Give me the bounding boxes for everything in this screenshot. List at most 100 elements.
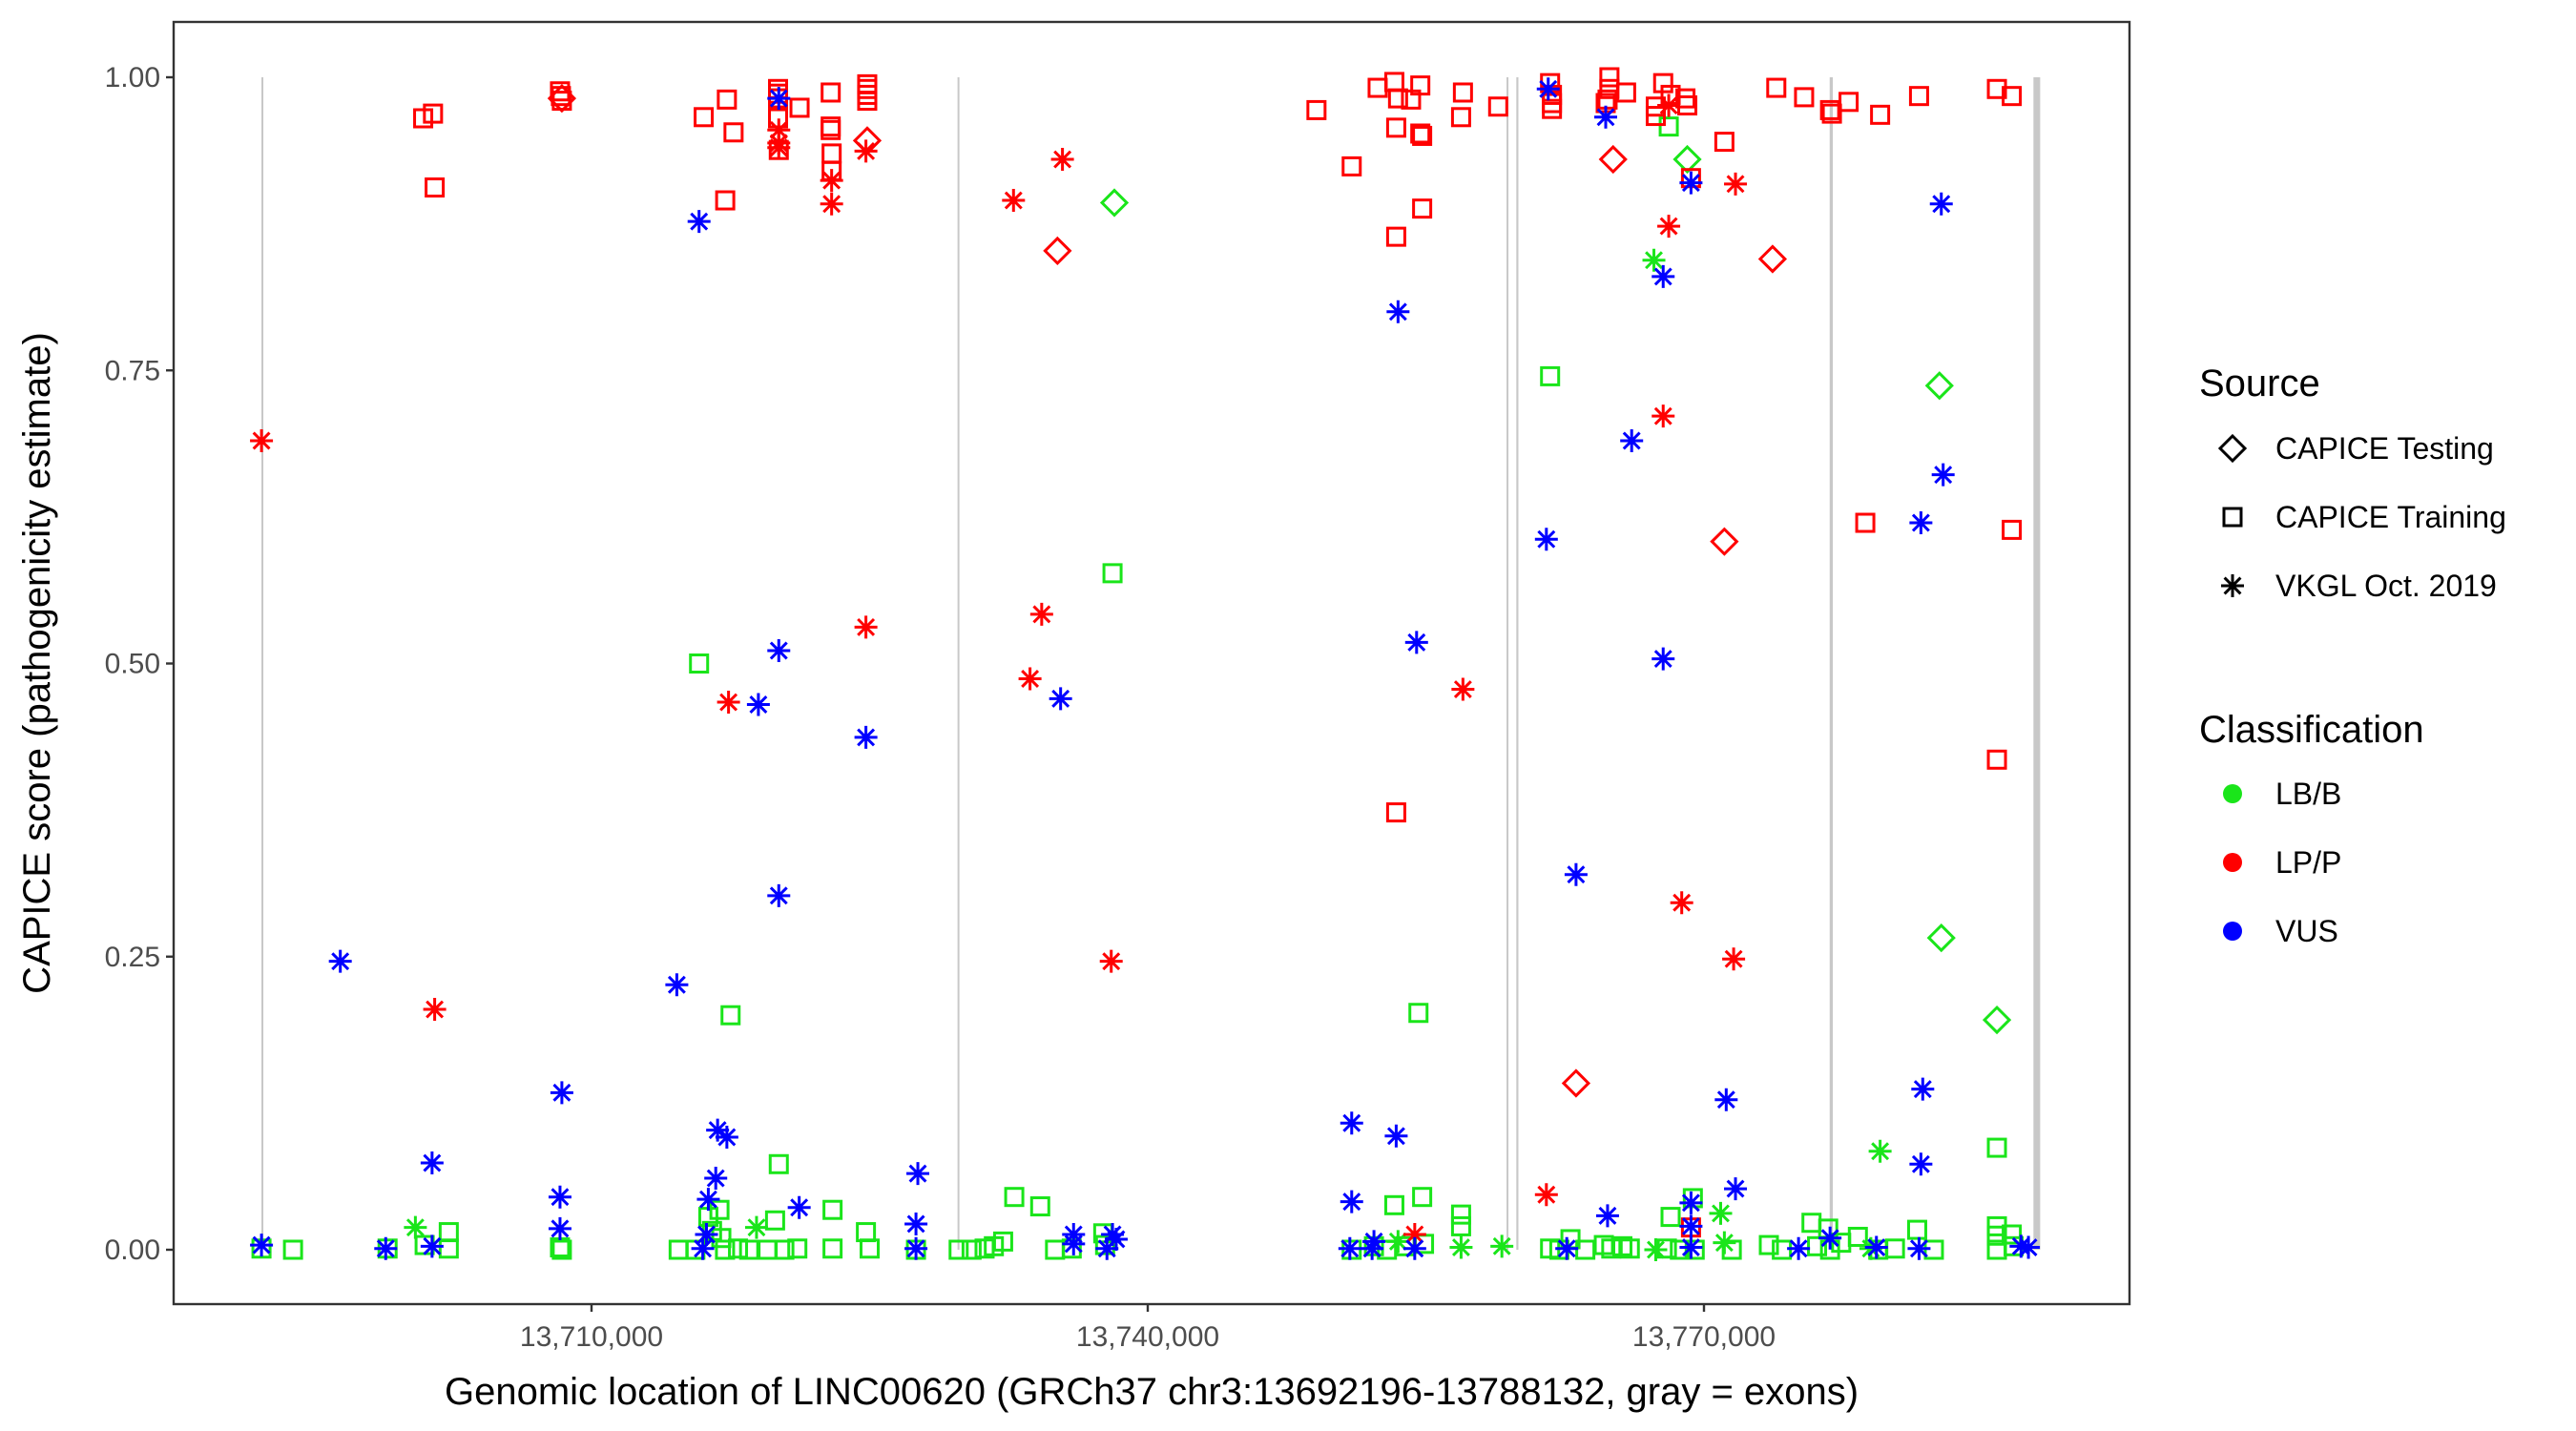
- data-point-asterisk-marker: [1709, 1201, 1733, 1225]
- data-point-asterisk-marker: [1652, 404, 1675, 428]
- data-point-asterisk-marker: [1101, 1223, 1125, 1247]
- legend-color-dot-icon: [2223, 922, 2242, 941]
- data-point-asterisk-marker: [904, 1236, 928, 1260]
- data-point-asterisk-marker: [1049, 687, 1072, 711]
- data-point-asterisk-marker: [1534, 528, 1558, 551]
- data-point-square-marker: [1004, 1187, 1025, 1208]
- data-point-asterisk-marker: [1642, 248, 1666, 272]
- data-point-asterisk-marker: [550, 1081, 573, 1105]
- data-point-asterisk-marker: [374, 1236, 398, 1260]
- data-point-asterisk-marker: [1555, 1236, 1579, 1260]
- data-point-asterisk-marker: [1449, 1235, 1473, 1259]
- data-point-asterisk-marker: [420, 1234, 444, 1258]
- y-tick-label: 0.25: [105, 942, 160, 973]
- data-point-square-marker: [1855, 512, 1876, 533]
- data-point-square-marker: [1412, 1187, 1433, 1208]
- y-tick-label: 0.50: [105, 649, 160, 680]
- data-point-square-marker: [992, 1231, 1013, 1252]
- data-point-asterisk-marker: [1679, 1235, 1703, 1259]
- data-point-asterisk-marker: [548, 1185, 571, 1209]
- data-point-asterisk-marker: [250, 428, 274, 452]
- data-point-asterisk-marker: [715, 1126, 738, 1150]
- data-point-square-marker: [1721, 1239, 1742, 1260]
- data-point-asterisk-marker: [1657, 215, 1681, 238]
- data-point-asterisk-marker: [854, 725, 878, 749]
- data-point-square-marker: [551, 1239, 572, 1260]
- data-point-square-marker: [1807, 1235, 1828, 1256]
- y-axis-title: CAPICE score (pathogenicity estimate): [16, 332, 58, 994]
- data-point-asterisk-marker: [423, 998, 447, 1022]
- data-point-asterisk-marker: [665, 973, 689, 997]
- y-tick-label: 0.00: [105, 1234, 160, 1266]
- legend-color-dot-icon: [2223, 784, 2242, 803]
- data-point-diamond-marker: [1982, 1005, 2012, 1035]
- data-point-asterisk-marker: [1062, 1232, 1086, 1255]
- exon-band: [261, 77, 264, 1250]
- data-point-square-marker: [1385, 117, 1406, 138]
- data-point-square-marker: [822, 1238, 843, 1259]
- data-point-square-marker: [1656, 1238, 1677, 1259]
- data-point-square-marker: [711, 1228, 732, 1249]
- exon-band: [957, 77, 960, 1250]
- legend-source-label: CAPICE Training: [2275, 500, 2506, 534]
- legend-source-title: Source: [2199, 363, 2320, 404]
- data-point-asterisk-marker: [1095, 1236, 1119, 1260]
- data-point-square-marker: [1412, 125, 1433, 146]
- data-point-square-marker: [1306, 99, 1327, 120]
- data-point-asterisk-marker: [328, 949, 352, 973]
- data-point-asterisk-marker: [1722, 947, 1746, 971]
- data-point-square-marker: [860, 1238, 880, 1259]
- data-point-asterisk-marker: [1361, 1236, 1384, 1260]
- data-point-asterisk-marker: [696, 1188, 720, 1212]
- data-point-square-marker: [1986, 749, 2007, 770]
- data-point-square-marker: [789, 97, 810, 118]
- data-point-asterisk-marker: [691, 1236, 715, 1260]
- data-point-square-marker: [1986, 1137, 2007, 1158]
- data-point-square-marker: [282, 1239, 303, 1260]
- data-point-asterisk-marker: [706, 1118, 730, 1142]
- data-point-asterisk-marker: [1340, 1190, 1363, 1213]
- data-point-square-marker: [821, 82, 841, 103]
- data-point-square-marker: [1450, 1204, 1471, 1225]
- data-point-asterisk-marker: [1564, 862, 1588, 886]
- legend-source-label: VKGL Oct. 2019: [2275, 569, 2497, 603]
- data-point-square-marker: [1102, 563, 1123, 584]
- data-point-asterisk-marker: [906, 1162, 930, 1186]
- data-point-square-marker: [1452, 82, 1473, 103]
- data-point-square-marker: [2002, 1224, 2023, 1245]
- data-point-asterisk-marker: [854, 615, 878, 639]
- data-point-asterisk-marker: [767, 118, 791, 142]
- data-point-square-marker: [1450, 1215, 1471, 1236]
- data-point-square-marker: [2002, 519, 2023, 540]
- data-point-square-marker: [857, 91, 878, 112]
- data-point-asterisk-marker: [1451, 677, 1475, 701]
- data-point-asterisk-marker: [787, 1195, 811, 1219]
- data-point-asterisk-marker: [767, 638, 791, 662]
- data-point-asterisk-marker: [1909, 511, 1933, 535]
- data-point-asterisk-marker: [767, 87, 791, 111]
- data-point-diamond-marker: [1598, 144, 1628, 175]
- data-point-square-marker: [1029, 1196, 1050, 1217]
- exon-band: [2033, 77, 2041, 1250]
- data-point-square-marker: [768, 139, 789, 160]
- data-point-square-marker: [1408, 1003, 1429, 1024]
- data-point-asterisk-marker: [1338, 1236, 1361, 1260]
- y-tick-label: 1.00: [105, 62, 160, 93]
- data-point-square-marker: [717, 89, 737, 110]
- data-point-asterisk-marker: [1099, 949, 1123, 973]
- data-point-asterisk-marker: [1652, 264, 1675, 288]
- data-point-asterisk-marker: [1490, 1234, 1514, 1258]
- x-tick-label: 13,740,000: [1076, 1321, 1219, 1353]
- data-point-square-marker: [709, 1199, 730, 1220]
- data-point-square-marker: [728, 1238, 749, 1259]
- data-point-asterisk-marker: [1929, 192, 1953, 216]
- data-point-asterisk-marker: [854, 139, 878, 163]
- data-point-square-marker: [1986, 78, 2007, 99]
- data-point-square-marker: [689, 653, 710, 674]
- data-point-square-marker: [764, 1210, 785, 1231]
- data-point-square-marker: [1908, 86, 1929, 107]
- data-point-asterisk-marker: [1657, 93, 1681, 117]
- data-point-square-marker: [1487, 96, 1508, 117]
- data-point-square-marker: [822, 1199, 843, 1220]
- data-point-asterisk-marker: [695, 1223, 718, 1247]
